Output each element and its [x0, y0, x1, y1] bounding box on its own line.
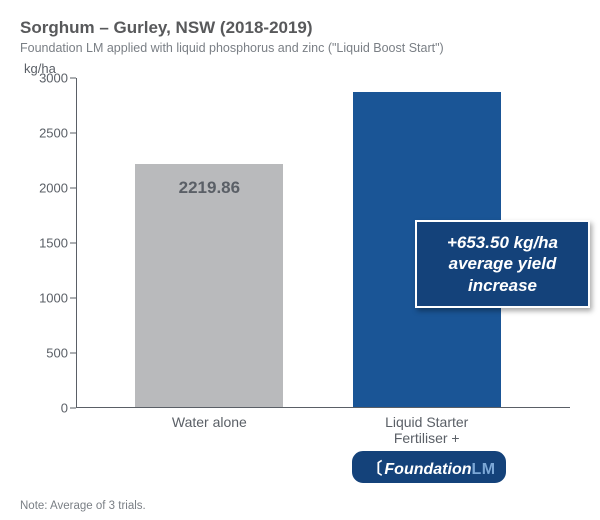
- logo-main-text: Foundation: [384, 461, 471, 478]
- y-tick-label: 3000: [39, 71, 68, 86]
- brand-logo-wrap: 〔FoundationLM: [344, 448, 514, 486]
- callout-line: average yield: [431, 253, 574, 274]
- chart-area: 050010001500200025003000 2219.862873.36 …: [26, 78, 580, 438]
- logo-suffix-text: LM: [472, 461, 496, 478]
- y-tick-label: 1000: [39, 291, 68, 306]
- y-tick-label: 0: [61, 401, 68, 416]
- callout-line: +653.50 kg/ha: [431, 232, 574, 253]
- chart-subtitle: Foundation LM applied with liquid phosph…: [20, 41, 580, 55]
- y-axis: 050010001500200025003000: [26, 78, 76, 408]
- foundation-lm-logo: 〔FoundationLM: [349, 448, 508, 486]
- bar-value-label: 2219.86: [135, 178, 283, 198]
- yield-increase-callout: +653.50 kg/haaverage yieldincrease: [415, 220, 590, 308]
- footnote: Note: Average of 3 trials.: [20, 500, 146, 512]
- x-tick-label: Liquid StarterFertiliser +: [353, 414, 501, 446]
- y-tick-label: 2500: [39, 126, 68, 141]
- bar-value-label: 2873.36: [353, 66, 501, 86]
- logo-brace-icon: 〔: [366, 461, 382, 478]
- x-tick-label: Water alone: [135, 414, 283, 430]
- y-tick-label: 2000: [39, 181, 68, 196]
- bar: 2219.86: [135, 164, 283, 408]
- y-tick-label: 500: [46, 346, 68, 361]
- callout-line: increase: [431, 275, 574, 296]
- chart-title: Sorghum – Gurley, NSW (2018-2019): [20, 18, 580, 38]
- y-tick-label: 1500: [39, 236, 68, 251]
- x-axis-labels: Water aloneLiquid StarterFertiliser +: [76, 408, 570, 438]
